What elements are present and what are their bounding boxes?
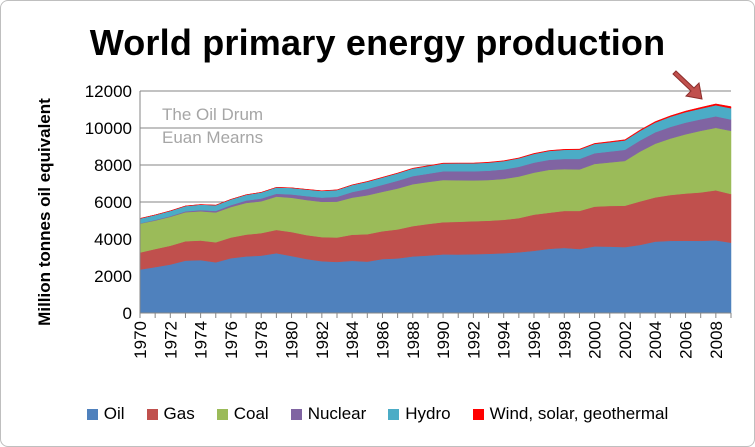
x-tick-label: 2002 <box>616 321 635 359</box>
x-tick-label: 2000 <box>586 321 605 359</box>
legend-swatch <box>290 408 302 420</box>
x-tick-label: 1978 <box>252 321 271 359</box>
legend-label: Hydro <box>405 404 451 423</box>
legend-label: Wind, solar, geothermal <box>489 404 669 423</box>
legend-label: Gas <box>163 404 195 423</box>
x-tick-label: 1990 <box>434 321 453 359</box>
x-tick-label: 2006 <box>677 321 696 359</box>
y-tick-label: 0 <box>123 304 132 323</box>
x-tick-label: 1976 <box>222 321 241 359</box>
y-tick-label: 12000 <box>85 82 132 101</box>
legend-swatch <box>388 408 400 420</box>
annotation-source: The Oil Drum <box>162 105 263 124</box>
x-tick-label: 1996 <box>525 321 544 359</box>
legend-item: Coal <box>216 404 269 424</box>
legend: Oil Gas Coal Nuclear Hydro Wind, solar, geoth… <box>0 404 755 424</box>
legend-swatch <box>216 408 228 420</box>
legend-swatch <box>86 408 98 420</box>
x-tick-label: 1984 <box>343 321 362 359</box>
x-tick-label: 1998 <box>555 321 574 359</box>
legend-swatch <box>472 408 484 420</box>
x-tick-label: 1970 <box>131 321 150 359</box>
x-tick-label: 1986 <box>374 321 393 359</box>
x-tick-label: 1992 <box>464 321 483 359</box>
x-tick-label: 1980 <box>283 321 302 359</box>
x-tick-label: 2008 <box>707 321 726 359</box>
legend-item: Hydro <box>388 404 451 424</box>
legend-label: Oil <box>103 404 125 423</box>
x-tick-label: 1972 <box>161 321 180 359</box>
x-tick-label: 1994 <box>495 321 514 359</box>
red-arrow-annotation <box>672 70 703 100</box>
area-series-group <box>139 103 732 314</box>
x-tick-label: 1988 <box>404 321 423 359</box>
legend-label: Coal <box>233 404 269 423</box>
legend-swatch <box>146 408 158 420</box>
chart-title: World primary energy production <box>89 22 666 63</box>
y-tick-label: 4000 <box>94 230 132 249</box>
axes: 0 2000 4000 6000 8000 10000 12000 1970 1972 1974 1… <box>85 82 732 359</box>
legend-label: Nuclear <box>307 404 367 423</box>
legend-item: Nuclear <box>290 404 367 424</box>
area-wind-solar-geothermal <box>139 103 732 219</box>
legend-item: Gas <box>146 404 195 424</box>
annotation-author: Euan Mearns <box>162 128 263 147</box>
y-tick-label: 6000 <box>94 193 132 212</box>
legend-item: Wind, solar, geothermal <box>472 404 669 424</box>
x-tick-label: 2004 <box>646 321 665 359</box>
y-tick-label: 2000 <box>94 267 132 286</box>
legend-item: Oil <box>86 404 125 424</box>
y-tick-label: 10000 <box>85 119 132 138</box>
y-axis-label: Million tonnes oil equivalent <box>35 98 54 326</box>
x-tick-label: 1974 <box>192 321 211 359</box>
x-tick-label: 1982 <box>313 321 332 359</box>
y-tick-label: 8000 <box>94 156 132 175</box>
